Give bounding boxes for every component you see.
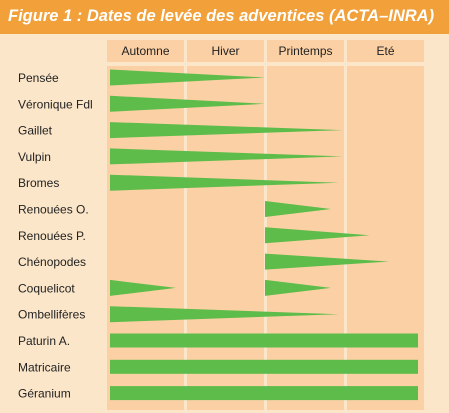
season-label: Eté (376, 44, 394, 58)
row-label: Gaillet (18, 124, 53, 138)
bar-taper (110, 69, 265, 86)
bar-taper (110, 174, 339, 191)
season-column (347, 66, 424, 410)
row-label: Coquelicot (18, 281, 75, 295)
season-column (187, 66, 264, 410)
season-label: Hiver (211, 44, 239, 58)
bar-full (110, 386, 418, 401)
row-label: Géranium (18, 387, 71, 401)
season-header-cell (347, 40, 424, 62)
bar-taper (110, 279, 176, 296)
season-column (107, 66, 184, 410)
bar-taper (265, 227, 370, 244)
row-label: Renouées P. (18, 229, 86, 243)
bar-taper (265, 279, 331, 296)
season-header-cell (187, 40, 264, 62)
bar-taper (265, 201, 331, 217)
bar-taper (110, 148, 343, 165)
row-label: Véronique Fdl (18, 97, 93, 111)
season-label: Printemps (278, 44, 332, 58)
row-label: Pensée (18, 71, 59, 85)
bar-taper (110, 306, 339, 323)
row-label: Chénopodes (18, 255, 86, 269)
row-label: Paturin A. (18, 334, 70, 348)
season-label: Automne (121, 44, 169, 58)
chart-title: Figure 1 : Dates de levée des adventices… (8, 7, 435, 25)
bar-full (110, 359, 418, 374)
row-label: Matricaire (18, 360, 71, 374)
row-label: Renouées O. (18, 203, 89, 217)
chart-plot: Automne Hiver Printemps Eté Pensée Véronique … (18, 40, 424, 410)
row-label: Ombellifères (18, 308, 85, 322)
bar-taper (110, 122, 343, 139)
bar-taper (265, 253, 389, 270)
row-label: Bromes (18, 176, 59, 190)
bar-full (110, 333, 418, 348)
title-bar: Figure 1 : Dates de levée des adventices… (0, 0, 449, 34)
season-header-cell (107, 40, 184, 62)
row-label: Vulpin (18, 150, 51, 164)
bar-taper (110, 95, 265, 112)
season-header-cell (267, 40, 344, 62)
